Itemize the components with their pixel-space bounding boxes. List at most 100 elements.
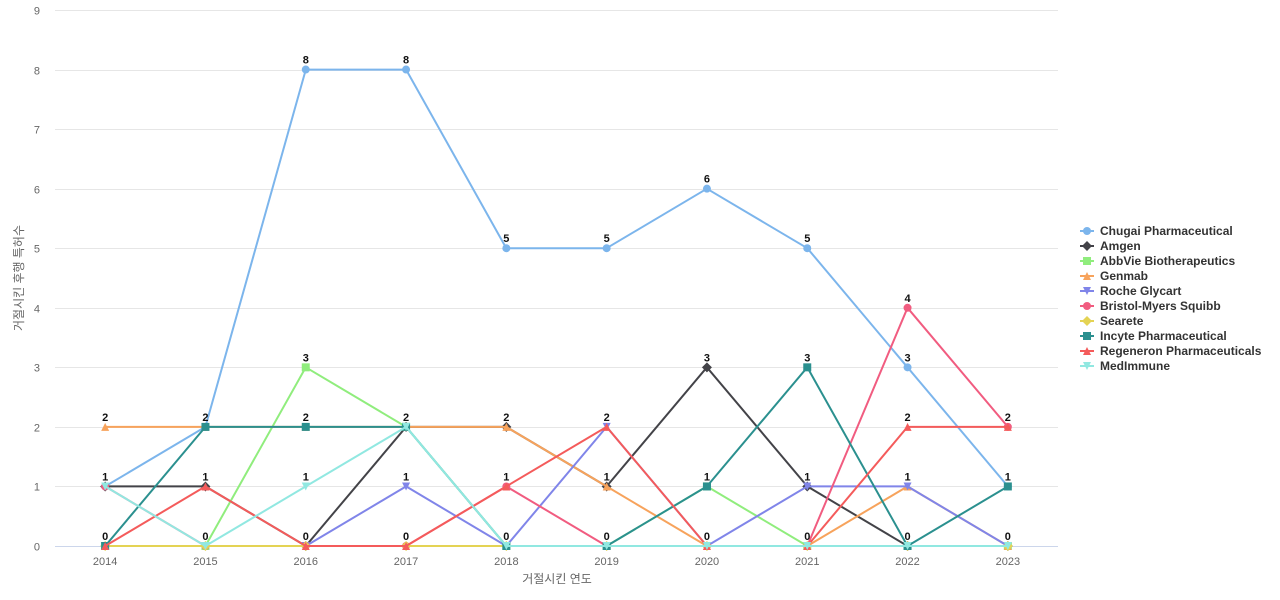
y-tick-label: 6 (34, 185, 40, 197)
data-point (201, 422, 210, 431)
data-point (803, 482, 812, 491)
data-label: 8 (303, 55, 309, 67)
data-label: 8 (403, 55, 409, 67)
legend-item[interactable]: Searete (1080, 314, 1144, 328)
data-point (903, 482, 912, 491)
y-tick-label: 1 (34, 482, 40, 494)
legend-label: Amgen (1100, 239, 1141, 253)
y-tick-label: 5 (34, 244, 40, 256)
data-label: 1 (303, 471, 309, 483)
data-point (502, 244, 511, 253)
legend-marker (1083, 347, 1091, 355)
data-point (702, 184, 711, 193)
data-label: 3 (303, 352, 309, 364)
data-point (301, 363, 310, 372)
data-label: 2 (303, 412, 309, 424)
data-label: 0 (403, 531, 409, 543)
data-label: 1 (904, 471, 910, 483)
data-label: 2 (102, 412, 108, 424)
data-label: 1 (503, 471, 509, 483)
y-axis-title: 거절시킨 후행 특허수 (11, 225, 26, 331)
legend-item[interactable]: Bristol-Myers Squibb (1080, 299, 1221, 313)
data-point (702, 482, 711, 491)
series (101, 422, 1012, 550)
data-point (602, 542, 611, 550)
data-label: 3 (704, 352, 710, 364)
legend-marker (1083, 227, 1091, 235)
legend-label: Searete (1100, 314, 1144, 328)
data-point (502, 422, 511, 431)
data-label: 2 (604, 412, 610, 424)
data-point (301, 65, 310, 74)
legend-label: Regeneron Pharmaceuticals (1100, 344, 1262, 358)
data-point (201, 542, 210, 550)
data-point (602, 482, 611, 491)
legend-item[interactable]: Roche Glycart (1080, 284, 1181, 298)
data-point (502, 542, 511, 550)
data-point (101, 422, 110, 431)
x-tick-label: 2021 (795, 556, 819, 568)
data-point (201, 482, 210, 491)
data-point (502, 482, 511, 491)
data-point (803, 244, 812, 253)
y-tick-label: 9 (34, 6, 40, 18)
y-tick-label: 8 (34, 66, 40, 78)
legend-label: Chugai Pharmaceutical (1100, 224, 1233, 238)
y-axis-ticks: 0 1 2 3 4 5 6 7 8 9 (34, 6, 40, 554)
legend-item[interactable]: Regeneron Pharmaceuticals (1080, 344, 1262, 358)
x-axis-ticks: 2014 2015 2016 2017 2018 2019 2020 2021 2022 2023 (93, 556, 1020, 568)
legend-item[interactable]: Amgen (1080, 239, 1141, 253)
x-tick-label: 2018 (494, 556, 518, 568)
data-label: 3 (804, 352, 810, 364)
data-point (903, 422, 912, 431)
data-point (101, 482, 110, 491)
x-tick-label: 2019 (594, 556, 618, 568)
data-label: 1 (804, 471, 810, 483)
data-point (402, 542, 411, 550)
y-tick-label: 4 (34, 304, 40, 316)
data-label: 6 (704, 174, 710, 186)
series-line (104, 425, 1009, 547)
legend-marker (1083, 332, 1091, 340)
data-point (101, 542, 110, 550)
y-tick-label: 7 (34, 125, 40, 137)
data-label: 5 (604, 233, 610, 245)
legend-label: Incyte Pharmaceutical (1100, 329, 1227, 343)
data-point (702, 542, 711, 550)
data-label: 0 (202, 531, 208, 543)
data-label: 0 (503, 531, 509, 543)
data-point (301, 422, 310, 431)
data-label: 1 (604, 471, 610, 483)
data-label: 2 (1005, 412, 1011, 424)
legend-item[interactable]: MedImmune (1080, 359, 1170, 373)
data-label: 2 (904, 412, 910, 424)
x-tick-label: 2014 (93, 556, 117, 568)
data-label: 5 (503, 233, 509, 245)
data-point (602, 422, 611, 431)
data-point (701, 362, 712, 373)
legend-item[interactable]: AbbVie Biotherapeutics (1080, 254, 1235, 268)
data-label: 1 (102, 471, 108, 483)
data-point (301, 482, 310, 491)
x-tick-label: 2015 (193, 556, 217, 568)
data-point (803, 363, 812, 372)
data-label: 0 (102, 531, 108, 543)
legend-item[interactable]: Incyte Pharmaceutical (1080, 329, 1227, 343)
series-lines (100, 65, 1013, 551)
data-label: 1 (704, 471, 710, 483)
legend-item[interactable]: Genmab (1080, 269, 1148, 283)
data-point (602, 244, 611, 253)
legend-marker (1083, 302, 1091, 310)
legend-marker (1082, 316, 1092, 326)
series-line (104, 68, 1009, 488)
data-label: 0 (303, 531, 309, 543)
legend-item[interactable]: Chugai Pharmaceutical (1080, 224, 1233, 238)
data-label: 3 (904, 352, 910, 364)
data-label: 4 (904, 293, 911, 305)
data-label: 0 (604, 531, 610, 543)
legend-marker (1083, 287, 1091, 295)
data-point (803, 542, 812, 550)
legend-label: Bristol-Myers Squibb (1100, 299, 1221, 313)
